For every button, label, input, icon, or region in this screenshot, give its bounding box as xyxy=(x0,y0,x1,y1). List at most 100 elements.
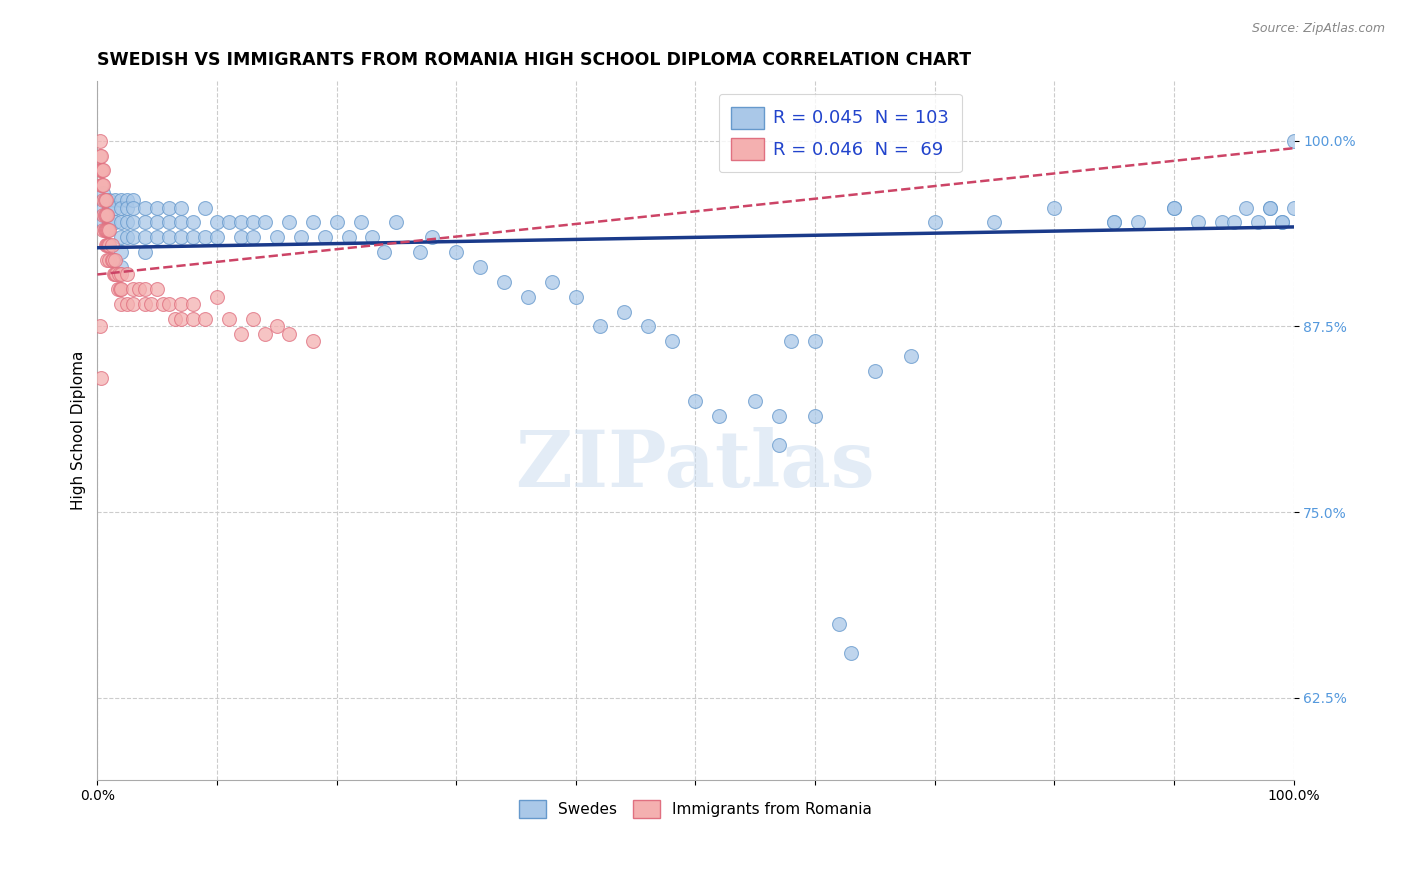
Point xyxy=(96,237,118,252)
Point xyxy=(104,252,127,267)
Point xyxy=(93,223,115,237)
Point xyxy=(93,208,115,222)
Point xyxy=(242,215,264,229)
Point xyxy=(122,282,145,296)
Point xyxy=(96,208,118,222)
Point xyxy=(108,268,131,282)
Point xyxy=(91,163,114,178)
Point xyxy=(117,215,139,229)
Point xyxy=(134,230,156,244)
Point xyxy=(253,326,276,341)
Point xyxy=(128,282,150,296)
Point xyxy=(385,215,408,229)
Point xyxy=(661,334,683,349)
Point xyxy=(1222,215,1244,229)
Point xyxy=(103,268,125,282)
Point xyxy=(110,193,132,207)
Point xyxy=(325,215,347,229)
Point xyxy=(96,223,118,237)
Point xyxy=(91,193,114,207)
Text: ZIPatlas: ZIPatlas xyxy=(516,427,876,503)
Point xyxy=(91,208,114,222)
Point xyxy=(863,364,886,378)
Point xyxy=(277,326,299,341)
Point xyxy=(828,616,851,631)
Point xyxy=(91,178,114,193)
Point xyxy=(194,201,217,215)
Point xyxy=(242,312,264,326)
Point xyxy=(1102,215,1125,229)
Point xyxy=(565,290,588,304)
Point xyxy=(94,237,117,252)
Point xyxy=(134,282,156,296)
Point xyxy=(89,163,111,178)
Point xyxy=(104,215,127,229)
Point xyxy=(170,297,193,311)
Point xyxy=(97,237,120,252)
Point xyxy=(1282,134,1305,148)
Point xyxy=(301,215,323,229)
Point xyxy=(709,409,731,423)
Point xyxy=(290,230,312,244)
Point xyxy=(89,319,111,334)
Point xyxy=(117,297,139,311)
Point xyxy=(1282,201,1305,215)
Point xyxy=(685,393,707,408)
Point xyxy=(1187,215,1209,229)
Point xyxy=(134,297,156,311)
Point xyxy=(97,223,120,237)
Point xyxy=(157,297,180,311)
Point xyxy=(157,201,180,215)
Point xyxy=(110,282,132,296)
Text: Source: ZipAtlas.com: Source: ZipAtlas.com xyxy=(1251,22,1385,36)
Point xyxy=(744,393,766,408)
Point xyxy=(134,245,156,260)
Point xyxy=(110,201,132,215)
Point xyxy=(122,215,145,229)
Point xyxy=(107,282,129,296)
Point xyxy=(98,201,121,215)
Point xyxy=(94,193,117,207)
Point xyxy=(157,230,180,244)
Point xyxy=(122,297,145,311)
Point xyxy=(768,438,790,452)
Point xyxy=(613,304,636,318)
Point xyxy=(117,201,139,215)
Point xyxy=(1258,201,1281,215)
Text: SWEDISH VS IMMIGRANTS FROM ROMANIA HIGH SCHOOL DIPLOMA CORRELATION CHART: SWEDISH VS IMMIGRANTS FROM ROMANIA HIGH … xyxy=(97,51,972,69)
Point xyxy=(1246,215,1268,229)
Point xyxy=(924,215,946,229)
Point xyxy=(134,215,156,229)
Point xyxy=(90,148,112,162)
Point xyxy=(96,252,118,267)
Point xyxy=(181,297,204,311)
Point xyxy=(266,319,288,334)
Point xyxy=(122,193,145,207)
Point xyxy=(98,215,121,229)
Point xyxy=(768,409,790,423)
Point xyxy=(90,178,112,193)
Point xyxy=(229,326,252,341)
Point xyxy=(314,230,336,244)
Point xyxy=(122,201,145,215)
Point xyxy=(108,282,131,296)
Point xyxy=(152,297,174,311)
Point xyxy=(134,201,156,215)
Point xyxy=(253,215,276,229)
Point xyxy=(1102,215,1125,229)
Point xyxy=(101,252,124,267)
Point xyxy=(780,334,803,349)
Point xyxy=(301,334,323,349)
Point xyxy=(1270,215,1292,229)
Point xyxy=(242,230,264,244)
Point xyxy=(98,193,121,207)
Point xyxy=(181,312,204,326)
Point xyxy=(110,230,132,244)
Point xyxy=(94,223,117,237)
Point xyxy=(122,230,145,244)
Point xyxy=(170,215,193,229)
Point xyxy=(373,245,395,260)
Point xyxy=(141,297,163,311)
Point xyxy=(277,215,299,229)
Point xyxy=(110,297,132,311)
